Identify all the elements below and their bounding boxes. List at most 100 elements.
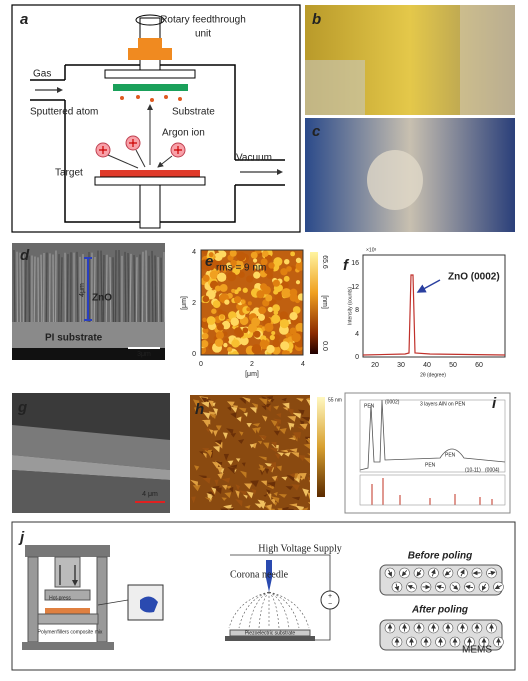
colorbar-max: 55 nm: [328, 397, 342, 403]
panel-j-shape: [45, 608, 90, 614]
panel-e-shape-shape: [271, 330, 276, 336]
panel-a-shape-shape: [136, 95, 140, 99]
panel-h-shape-shape: [281, 476, 288, 481]
panel-e-shape-shape: [231, 288, 236, 293]
panel-e-shape-shape: [223, 342, 228, 348]
panel-h-shape-shape: [298, 409, 305, 416]
panel-h-shape-shape: [277, 508, 283, 510]
panel-d-shape-shape: [151, 250, 154, 323]
panel-h-shape-shape: [203, 420, 210, 428]
panel-e-shape-shape: [236, 251, 246, 262]
panel-h-shape-shape: [288, 503, 298, 507]
panel-d-shape-shape: [93, 257, 96, 323]
panel-d-shape-shape: [76, 251, 79, 323]
panel-a-shape-shape: [164, 95, 168, 99]
panel-h-shape-shape: [243, 412, 248, 417]
panel-e-shape-shape: [267, 306, 273, 313]
panel-h-shape-shape: [194, 406, 199, 413]
panel-h-shape-shape: [221, 497, 227, 501]
panel-g-shape: [12, 455, 170, 480]
panel-h-shape: [190, 395, 310, 510]
panel-d-shape-shape: [40, 254, 43, 323]
panel-i-shape: [359, 399, 506, 473]
panel-e-shape-shape: [260, 258, 268, 266]
panel-e-shape-shape: [273, 334, 280, 341]
panel-h-shape-shape: [202, 477, 211, 484]
panel-h-shape-shape: [261, 405, 267, 411]
panel-d-shape-shape: [145, 250, 148, 323]
panel-h-shape-shape: [230, 412, 237, 419]
panel-e-shape-shape: [280, 268, 288, 276]
panel-e-shape-shape: [279, 319, 289, 329]
panel-h-shape-shape: [276, 465, 282, 472]
panel-h-shape-shape: [214, 460, 223, 466]
panel-d-shape-shape: [109, 257, 112, 323]
panel-h-shape-shape: [258, 435, 267, 441]
panel-h-shape-shape: [252, 423, 261, 427]
panel-i-shape: [371, 478, 493, 505]
panel-e-shape-shape: [246, 307, 251, 312]
panel-h-shape-shape: [270, 496, 280, 503]
panel-j-shape-shape: [481, 583, 487, 591]
panel-e-shape-shape: [238, 271, 245, 278]
panel-e-shape-shape: [295, 280, 301, 285]
sputtered-atom: Sputtered atom: [30, 107, 98, 118]
panel-e-shape-shape: [290, 251, 296, 257]
panel-h-shape: [317, 397, 325, 497]
panel-h-shape-shape: [213, 407, 218, 416]
peak: ZnO (0002): [448, 272, 500, 283]
panel-h-shape-shape: [238, 490, 247, 496]
panel-h-shape-shape: [228, 486, 234, 493]
panel-h-shape-shape: [266, 481, 276, 488]
y-ticks: 8: [355, 307, 359, 314]
panel-e-shape-shape: [253, 271, 261, 279]
panel-h-shape-shape: [273, 405, 280, 410]
panel-e-shape: [200, 249, 304, 356]
panel-j-shape-shape: [238, 591, 270, 629]
substrate: Substrate: [172, 107, 215, 118]
panel-d-shape-shape: [141, 251, 144, 323]
panel-e-shape-shape: [281, 288, 292, 299]
x-ticks: 50: [449, 362, 457, 369]
panel-e-shape-shape: [295, 261, 303, 271]
panel-h-shape-shape: [201, 401, 210, 408]
substrate: Piezoelectric substrate: [245, 630, 296, 636]
panel-e-shape-shape: [222, 268, 227, 273]
panel-b-shape: [460, 5, 515, 115]
panel-f-shape: [362, 254, 506, 358]
panel-h-shape-shape: [278, 493, 287, 498]
panel-e-shape-shape: [208, 265, 214, 271]
panel-e-shape-shape: [279, 311, 289, 321]
panel-h-shape-shape: [214, 439, 222, 445]
panel-e-shape-shape: [211, 308, 217, 314]
panel-e-shape-shape: [221, 320, 231, 330]
panel-h-shape-shape: [235, 484, 240, 491]
panel-h-shape-shape: [244, 483, 253, 490]
label: g: [17, 399, 27, 416]
panel-e-shape-shape: [269, 334, 275, 341]
panel-h-shape-shape: [202, 452, 207, 459]
panel-h-shape-shape: [281, 397, 287, 402]
panel-h-shape-shape: [301, 507, 309, 510]
panel-j-shape-shape: [488, 570, 496, 576]
panel-e-shape-shape: [272, 299, 277, 304]
panel-c: c: [305, 118, 515, 232]
panel-e-shape-shape: [264, 341, 270, 347]
panel-e-shape-shape: [273, 257, 283, 267]
y-ticks: 0: [192, 351, 196, 358]
panel-h-shape-shape: [287, 416, 297, 422]
panel-e-shape-shape: [202, 274, 210, 282]
panel-e-shape-shape: [264, 322, 274, 332]
panel-h-shape-shape: [255, 426, 261, 434]
panel-e-shape-shape: [236, 330, 244, 338]
panel-h-shape-shape: [303, 457, 310, 464]
panel-e-shape-shape: [261, 250, 269, 257]
panel-h-shape-shape: [266, 504, 273, 510]
panel-j-shape: [27, 556, 39, 643]
panel-d-shape: [84, 257, 92, 321]
panel-h-shape-shape: [227, 405, 232, 411]
panel-a-shape: [100, 170, 200, 177]
panel-h-shape-shape: [201, 448, 210, 452]
panel-e-shape-shape: [239, 336, 249, 346]
